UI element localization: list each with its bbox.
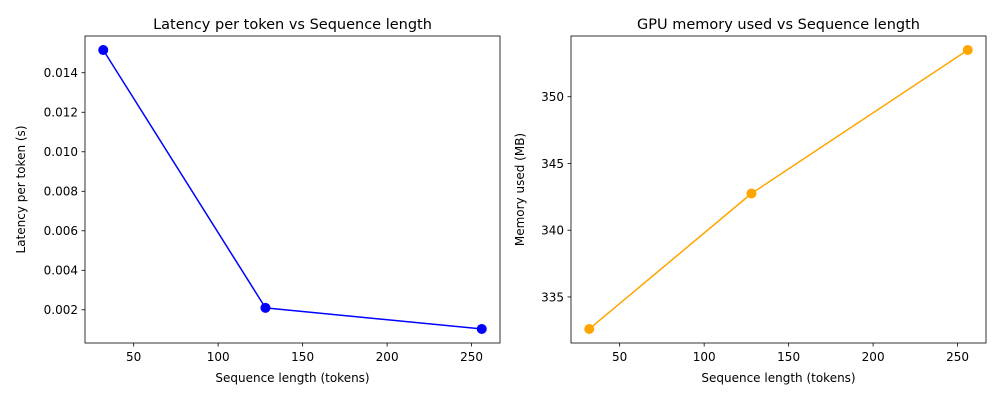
data-point bbox=[260, 302, 271, 313]
data-point bbox=[746, 188, 757, 199]
y-axis-label: Memory used (MB) bbox=[513, 133, 527, 246]
x-tick-label: 100 bbox=[207, 350, 230, 364]
x-tick-label: 150 bbox=[291, 350, 314, 364]
x-tick-label: 250 bbox=[460, 350, 483, 364]
y-tick-label: 0.006 bbox=[44, 224, 78, 238]
x-tick-label: 200 bbox=[376, 350, 399, 364]
memory-chart: 50 100 150 200 250 335 340 345 350 GPU memory use… bbox=[513, 17, 987, 385]
data-point bbox=[584, 323, 595, 334]
y-tick-label: 350 bbox=[541, 90, 564, 104]
x-tick-label: 150 bbox=[777, 350, 800, 364]
x-tick-label: 100 bbox=[693, 350, 716, 364]
y-tick-label: 0.002 bbox=[44, 303, 78, 317]
axes-frame bbox=[84, 35, 501, 344]
y-tick-label: 0.010 bbox=[44, 145, 78, 159]
x-tick-label: 250 bbox=[946, 350, 969, 364]
latency-chart: 50 100 150 200 250 0.002 0.004 0.006 0.008 0.010 0… bbox=[14, 17, 501, 385]
y-tick-label: 0.008 bbox=[44, 185, 78, 199]
y-tick-label: 340 bbox=[541, 224, 564, 238]
y-tick-label: 345 bbox=[541, 157, 564, 171]
axes-frame bbox=[570, 35, 987, 344]
y-tick-label: 335 bbox=[541, 290, 564, 304]
chart-title: GPU memory used vs Sequence length bbox=[637, 17, 920, 33]
x-axis-label: Sequence length (tokens) bbox=[215, 371, 369, 385]
y-tick-label: 0.004 bbox=[44, 264, 78, 278]
data-point bbox=[98, 45, 109, 56]
x-tick-label: 50 bbox=[612, 350, 627, 364]
x-axis-label: Sequence length (tokens) bbox=[701, 371, 855, 385]
y-tick-label: 0.014 bbox=[44, 66, 78, 80]
data-point bbox=[476, 323, 487, 334]
x-tick-label: 200 bbox=[862, 350, 885, 364]
data-point bbox=[962, 45, 973, 56]
chart-title: Latency per token vs Sequence length bbox=[153, 17, 432, 33]
x-tick-label: 50 bbox=[126, 350, 141, 364]
y-axis-label: Latency per token (s) bbox=[14, 126, 28, 254]
y-tick-label: 0.012 bbox=[44, 106, 78, 120]
